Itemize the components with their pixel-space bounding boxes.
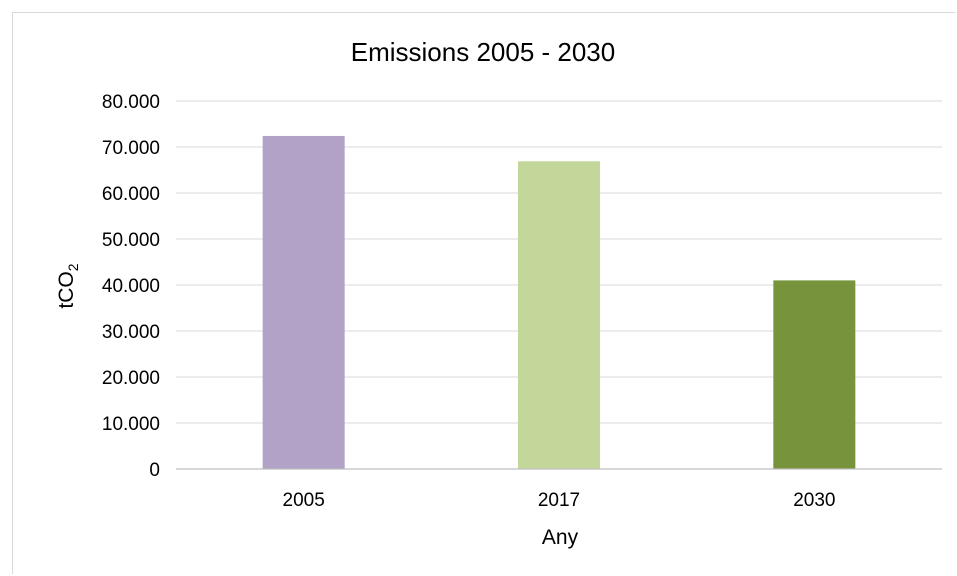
y-axis-title: tCO2 [55, 263, 81, 308]
y-tick-label: 20.000 [102, 368, 160, 389]
bar-2017 [518, 161, 600, 469]
bars [262, 135, 856, 469]
bar-2005 [262, 135, 345, 469]
y-tick-label: 70.000 [102, 138, 160, 159]
y-tick-label: 50.000 [102, 230, 160, 251]
y-tick-label: 0 [149, 460, 160, 481]
bar-2030 [773, 280, 856, 469]
y-axis-ticks: 0 10.000 20.000 30.000 40.000 50.000 60.000 70.… [102, 92, 160, 481]
y-tick-label: 60.000 [102, 184, 160, 205]
x-tick-label: 2030 [793, 490, 835, 511]
y-tick-label: 40.000 [102, 276, 160, 297]
x-axis-title: Any [542, 526, 579, 549]
x-tick-label: 2005 [283, 490, 325, 511]
y-tick-label: 80.000 [102, 92, 160, 113]
y-axis-title-main: tCO [55, 271, 78, 308]
chart-title: Emissions 2005 - 2030 [351, 37, 615, 67]
x-tick-label: 2017 [538, 490, 580, 511]
x-axis-ticks: 2005 2017 2030 [283, 490, 836, 511]
y-tick-label: 30.000 [102, 322, 160, 343]
y-axis-title-subscript: 2 [65, 263, 81, 271]
y-tick-label: 10.000 [102, 414, 160, 435]
